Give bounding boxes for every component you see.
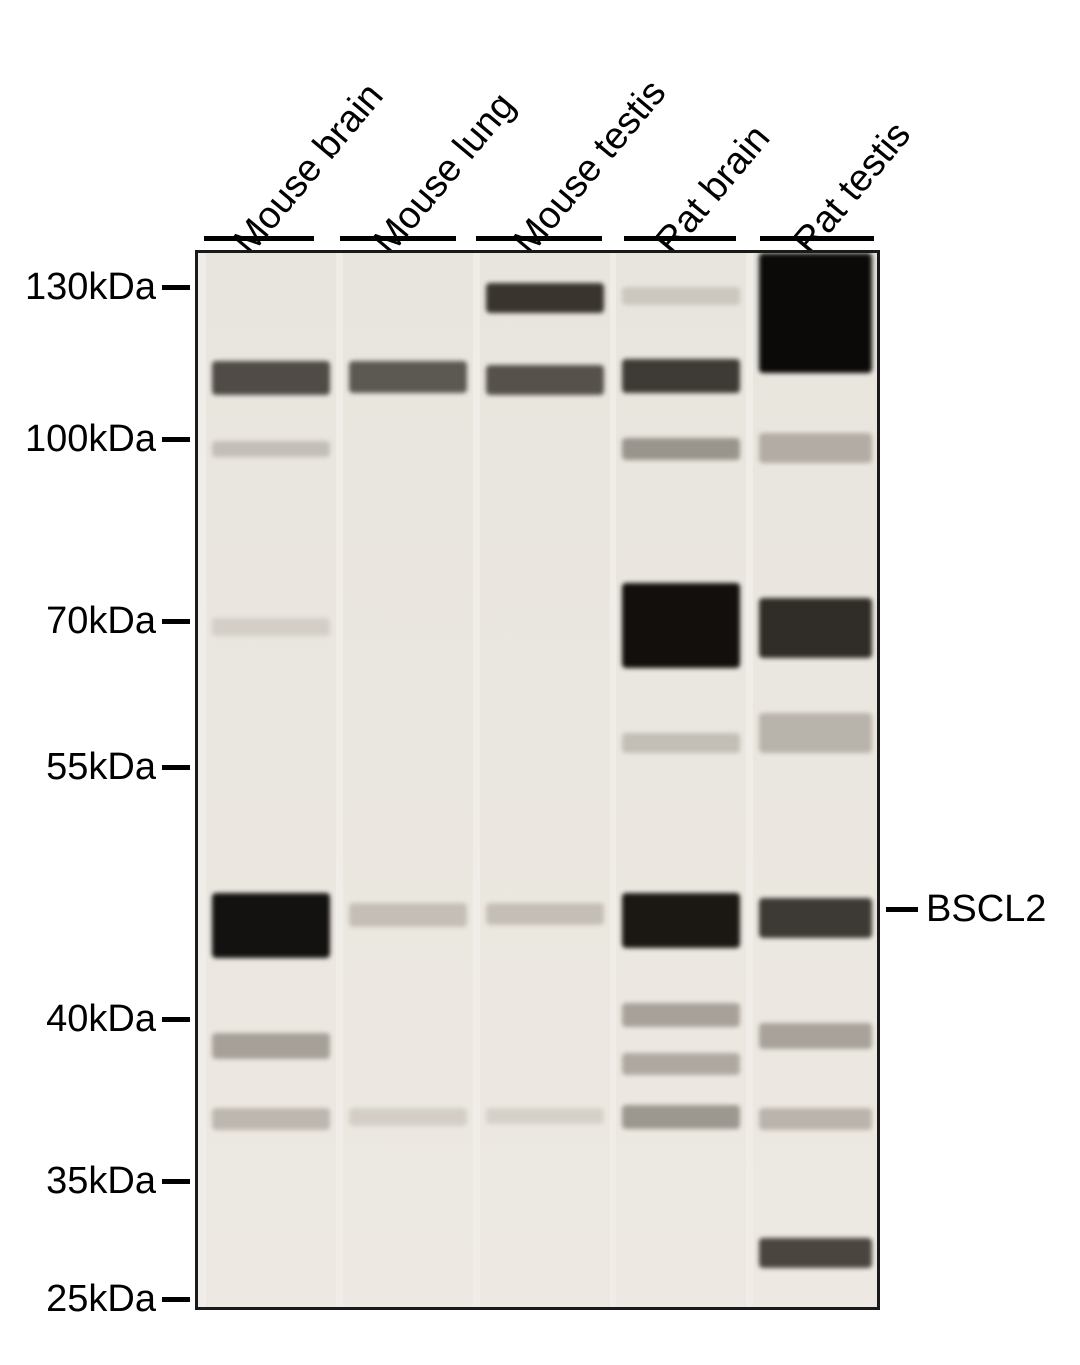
- mw-text: 35kDa: [46, 1160, 156, 1203]
- protein-band: [622, 1105, 740, 1129]
- mw-tick: [162, 619, 190, 624]
- mw-tick: [162, 437, 190, 442]
- protein-band: [759, 898, 872, 938]
- protein-band: [622, 1003, 740, 1027]
- mw-text: 100kDa: [25, 418, 156, 461]
- blot-lane: [343, 253, 473, 1307]
- lane-underline: [624, 236, 736, 241]
- mw-tick: [162, 285, 190, 290]
- mw-text: 25kDa: [46, 1278, 156, 1321]
- target-band-label: BSCL2: [886, 888, 1080, 931]
- mw-marker: 100kDa: [25, 418, 190, 461]
- protein-band: [212, 893, 330, 958]
- protein-band: [622, 1053, 740, 1075]
- protein-band: [759, 598, 872, 658]
- target-tick: [886, 907, 918, 912]
- lane-underline: [760, 236, 874, 241]
- protein-band: [212, 1108, 330, 1130]
- blot-lane: [616, 253, 746, 1307]
- mw-text: 70kDa: [46, 600, 156, 643]
- protein-band: [486, 1108, 604, 1124]
- protein-band: [349, 361, 467, 393]
- protein-band: [622, 893, 740, 948]
- mw-marker: 40kDa: [46, 998, 190, 1041]
- mw-marker: 130kDa: [25, 266, 190, 309]
- mw-ladder: 130kDa 100kDa 70kDa 55kDa 40kDa 35kDa 25kDa: [0, 250, 190, 1350]
- protein-band: [212, 618, 330, 636]
- protein-band: [486, 283, 604, 313]
- blot-membrane: [195, 250, 880, 1310]
- protein-band: [486, 365, 604, 395]
- mw-text: 40kDa: [46, 998, 156, 1041]
- mw-tick: [162, 1297, 190, 1302]
- blot-lane: [480, 253, 610, 1307]
- protein-band: [349, 1108, 467, 1126]
- mw-marker: 70kDa: [46, 600, 190, 643]
- protein-band: [759, 1238, 872, 1268]
- protein-band: [759, 1108, 872, 1130]
- target-text: BSCL2: [926, 888, 1046, 931]
- lane-underline: [476, 236, 602, 241]
- protein-band: [212, 1033, 330, 1059]
- lane-label: Rat brain: [647, 117, 779, 263]
- protein-band: [212, 361, 330, 395]
- protein-band: [622, 287, 740, 305]
- protein-band: [622, 583, 740, 668]
- mw-tick: [162, 765, 190, 770]
- western-blot-figure: Mouse brainMouse lungMouse testisRat bra…: [0, 0, 1080, 1365]
- protein-band: [486, 903, 604, 925]
- protein-band: [759, 713, 872, 753]
- lane-underline: [340, 236, 456, 241]
- protein-band: [212, 441, 330, 457]
- lane-underline: [204, 236, 314, 241]
- mw-marker: 25kDa: [46, 1278, 190, 1321]
- protein-band: [349, 903, 467, 927]
- protein-band: [622, 359, 740, 393]
- protein-band: [622, 733, 740, 753]
- mw-marker: 55kDa: [46, 746, 190, 789]
- mw-marker: 35kDa: [46, 1160, 190, 1203]
- protein-band: [759, 253, 872, 373]
- lane-labels-row: Mouse brainMouse lungMouse testisRat bra…: [0, 0, 1080, 230]
- mw-tick: [162, 1017, 190, 1022]
- protein-band: [622, 438, 740, 460]
- mw-text: 55kDa: [46, 746, 156, 789]
- blot-lane: [206, 253, 336, 1307]
- protein-band: [759, 1023, 872, 1049]
- mw-tick: [162, 1179, 190, 1184]
- mw-text: 130kDa: [25, 266, 156, 309]
- protein-band: [759, 433, 872, 463]
- blot-lane: [753, 253, 878, 1307]
